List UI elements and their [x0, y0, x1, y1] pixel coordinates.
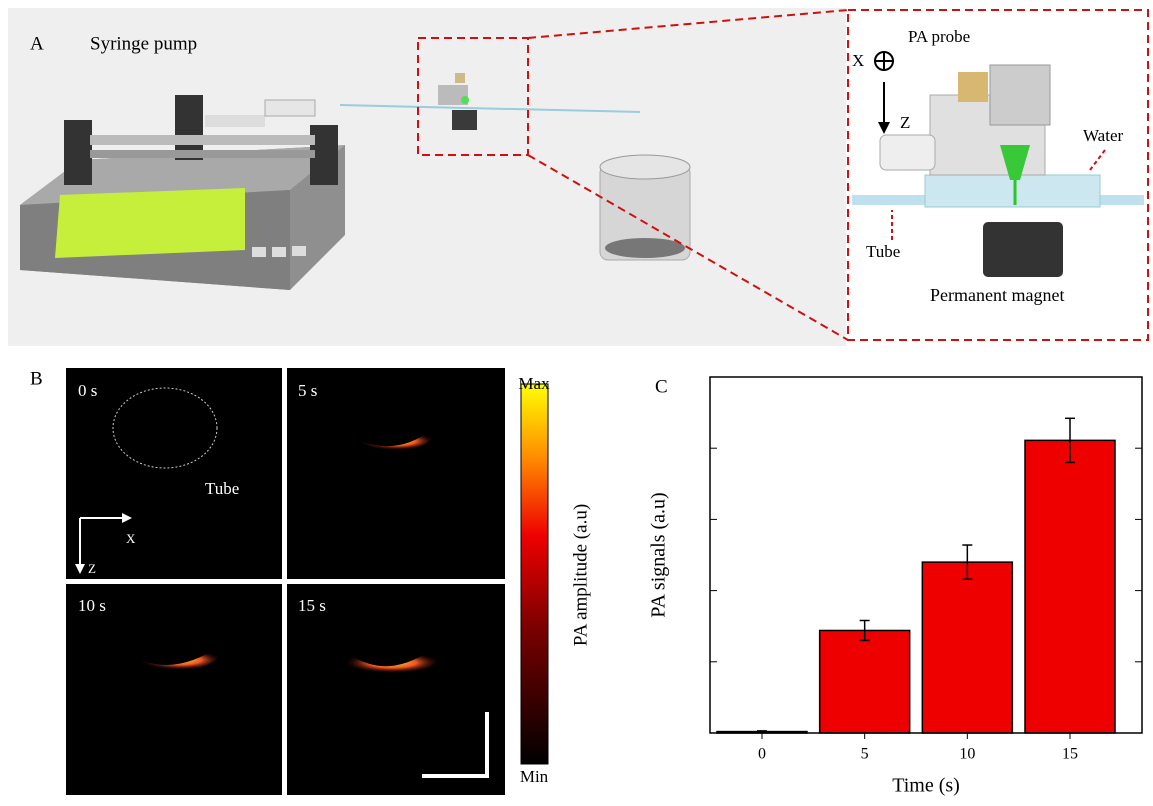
colorbar-min: Min: [520, 767, 549, 786]
panel-label: A: [30, 33, 44, 54]
tube-label: Tube: [866, 242, 900, 261]
panel-label: C: [655, 376, 668, 397]
pa-image: [287, 584, 505, 795]
x-tick-label: 0: [758, 746, 766, 763]
pa-image: [287, 368, 505, 579]
panel-b: B 0 s 5 s 10 s 15 s Tube X Z Max Min PA …: [30, 368, 591, 795]
pa-image: [66, 584, 282, 795]
panel-label: B: [30, 368, 43, 389]
x-axis-label: X: [852, 51, 864, 70]
probe-label: PA probe: [908, 27, 970, 46]
colorbar-max: Max: [518, 374, 550, 393]
x-tick-label: 15: [1062, 746, 1078, 763]
frame-label: 5 s: [298, 381, 317, 400]
tube-label: Tube: [205, 479, 239, 498]
bar: [1025, 440, 1115, 733]
x-tick-label: 5: [861, 746, 869, 763]
frame-label: 0 s: [78, 381, 97, 400]
y-axis-title: PA signals (a.u): [648, 492, 670, 617]
x-axis-label: X: [126, 531, 136, 546]
colorbar-label: PA amplitude (a.u): [570, 504, 591, 646]
bar: [922, 562, 1012, 733]
pump-label: Syringe pump: [90, 33, 197, 54]
z-axis-label: Z: [88, 561, 96, 576]
x-tick-label: 10: [959, 746, 975, 763]
water-label: Water: [1083, 126, 1123, 145]
pa-image: [66, 368, 282, 579]
frame-label: 15 s: [298, 596, 326, 615]
bar: [820, 630, 910, 733]
colorbar: [521, 384, 548, 764]
figure: A Syringe pump: [0, 0, 1153, 801]
panel-c: C Time (s) PA signals (a.u) 0 5 10 15: [648, 376, 1142, 796]
frame-label: 10 s: [78, 596, 106, 615]
x-axis-title: Time (s): [892, 775, 960, 797]
magnet-label: Permanent magnet: [930, 285, 1064, 305]
beaker: [600, 155, 690, 260]
z-axis-label: Z: [900, 113, 910, 132]
panel-a: A Syringe pump: [8, 8, 1148, 346]
